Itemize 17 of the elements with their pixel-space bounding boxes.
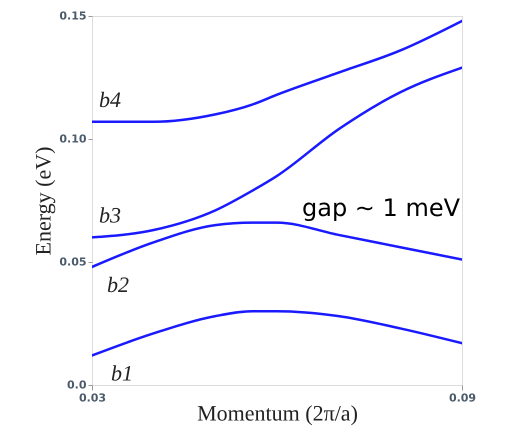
series-label: b4 xyxy=(99,86,121,112)
x-tick-label: 0.03 xyxy=(78,392,106,404)
line-series xyxy=(92,310,462,357)
x-axis-title: Momentum (2π/a) xyxy=(197,400,358,426)
series-label: b2 xyxy=(107,272,129,297)
x-tick-label: 0.09 xyxy=(448,392,476,404)
line-series xyxy=(92,20,462,124)
y-axis-title: Energy (eV) xyxy=(30,146,56,256)
y-tick-label: 0.15 xyxy=(59,10,86,22)
line-series xyxy=(92,66,462,239)
y-tick-label: 0.0 xyxy=(67,378,87,392)
annotation: gap ~ 1 meV xyxy=(302,194,461,222)
y-tick-label: 0.05 xyxy=(59,256,86,268)
y-tick-label: 0.10 xyxy=(59,132,87,146)
series-label: b1 xyxy=(111,360,133,386)
line-series xyxy=(92,221,462,268)
series-label: b3 xyxy=(99,202,121,228)
